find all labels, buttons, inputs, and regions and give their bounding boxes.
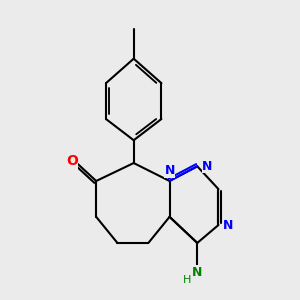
Text: O: O <box>66 154 78 168</box>
Text: H: H <box>183 275 192 285</box>
Text: N: N <box>224 218 234 232</box>
Text: N: N <box>202 160 212 173</box>
Text: N: N <box>192 266 202 279</box>
Text: N: N <box>164 164 175 177</box>
